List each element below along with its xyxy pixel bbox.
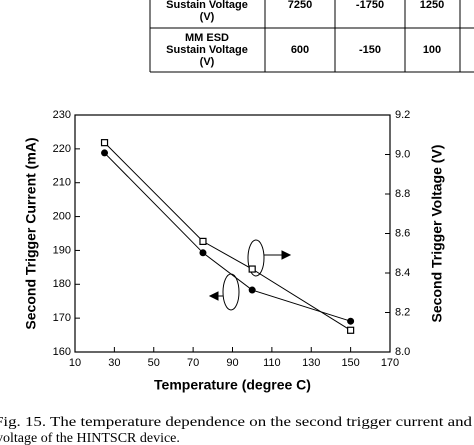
marker <box>101 149 109 157</box>
marker <box>347 326 355 334</box>
y-tick-label: 200 <box>53 210 71 222</box>
y2-tick-label: 8.4 <box>395 267 410 279</box>
x-tick-label: 130 <box>302 357 320 369</box>
y2-tick-label: 9.2 <box>395 109 410 121</box>
marker <box>248 265 256 273</box>
y2-tick-label: 8.2 <box>395 306 410 318</box>
marker <box>199 249 207 257</box>
y2-tick-label: 8.6 <box>395 227 410 239</box>
caption-line: voltage of the HINTSCR device. <box>0 431 180 445</box>
y2-tick-label: 8.8 <box>395 188 410 200</box>
series-line <box>104 142 351 331</box>
y2-axis-label: Second Trigger Voltage (V) <box>429 145 445 323</box>
marker <box>248 286 256 294</box>
y-tick-label: 220 <box>53 143 71 155</box>
y-tick-label: 210 <box>53 177 71 189</box>
annotations <box>208 239 292 311</box>
table-cell: 1250 <box>420 0 444 11</box>
table-cell: -150 <box>359 44 381 56</box>
x-tick-label: 10 <box>69 357 81 369</box>
y-tick-label: 160 <box>53 346 71 358</box>
x-tick-label: 90 <box>226 357 238 369</box>
row-label: Sustain Voltage <box>166 0 248 11</box>
row-label: (V) <box>200 11 215 23</box>
y2-tick-label: 8.0 <box>395 346 410 358</box>
row-label: Sustain Voltage <box>166 44 248 56</box>
y-axis-label: Second Trigger Current (mA) <box>23 137 39 329</box>
y2-tick-label: 9.0 <box>395 148 410 160</box>
x-tick-label: 150 <box>341 357 359 369</box>
caption-line: Fig. 15. The temperature dependence on t… <box>0 415 472 430</box>
marker <box>347 317 355 325</box>
table-cell: 600 <box>291 44 309 56</box>
table-cell: 7250 <box>288 0 312 11</box>
x-tick-label: 30 <box>108 357 120 369</box>
x-axis-label: Temperature (degree C) <box>154 377 311 393</box>
series-line <box>104 152 351 322</box>
table-cell: -1750 <box>356 0 384 11</box>
table-lines <box>149 0 474 73</box>
y-tick-label: 190 <box>53 244 71 256</box>
x-tick-label: 50 <box>148 357 160 369</box>
x-tick-label: 170 <box>381 357 399 369</box>
row-label: (V) <box>200 56 215 68</box>
marker <box>199 237 207 245</box>
x-tick-label: 110 <box>263 357 281 369</box>
row-label: MM ESD <box>185 32 229 44</box>
plot-frame <box>74 114 391 353</box>
y-tick-label: 230 <box>53 109 71 121</box>
y-tick-label: 170 <box>53 312 71 324</box>
y-tick-label: 180 <box>53 278 71 290</box>
x-tick-label: 70 <box>187 357 199 369</box>
table-cell: 100 <box>423 44 441 56</box>
marker <box>100 139 109 147</box>
